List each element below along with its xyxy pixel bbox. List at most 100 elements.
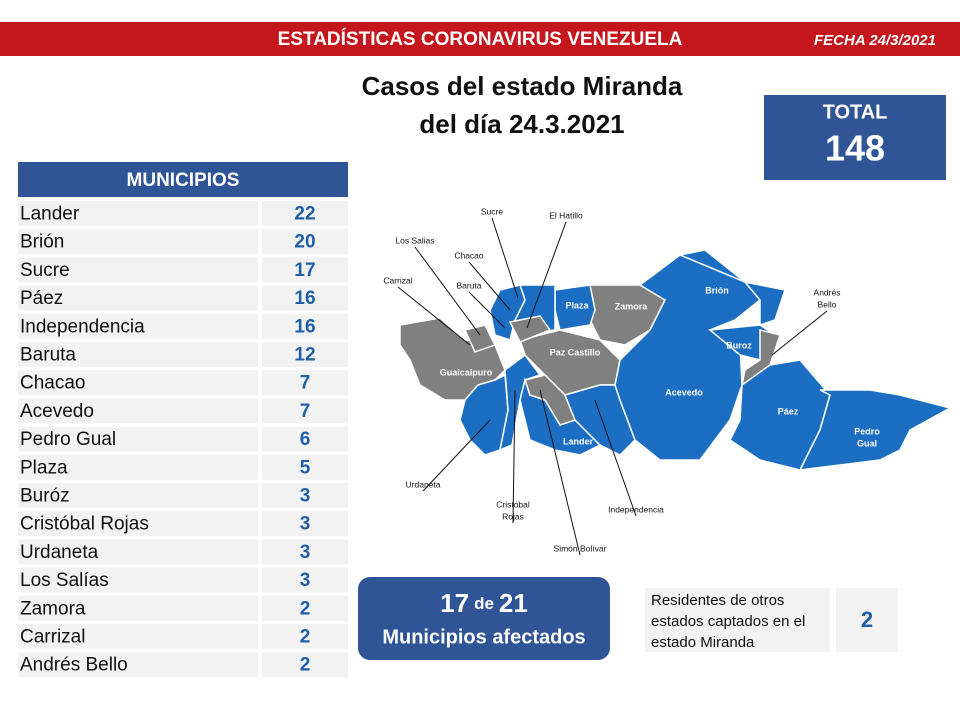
region (459, 373, 509, 456)
region (508, 315, 552, 343)
map-label: Gual (857, 438, 877, 448)
cases: 6 (300, 429, 311, 450)
leader-line (594, 399, 637, 517)
row-bg (262, 285, 348, 311)
cases: 5 (300, 457, 311, 478)
row-bg (18, 511, 258, 537)
map-label: Andrés (814, 287, 841, 297)
municipality: Andrés Bello (20, 655, 128, 676)
residents-text: estados captados en el (651, 613, 805, 630)
total-box (764, 95, 946, 180)
region (677, 249, 786, 327)
map-label: Baruta (456, 280, 481, 290)
table-header: MUNICIPIOS (127, 170, 240, 191)
row-bg (262, 313, 348, 339)
cases: 3 (300, 514, 311, 535)
map-label: Páez (778, 406, 799, 416)
map-label: Acevedo (665, 387, 703, 397)
cases: 16 (294, 316, 315, 337)
row-bg (18, 454, 258, 480)
summary-count: 17 de 21 (440, 588, 528, 618)
row-bg (18, 342, 258, 367)
affected: 17 (440, 588, 469, 618)
leader-line (468, 261, 511, 311)
leader-line (539, 389, 581, 556)
municipality: Brión (20, 232, 64, 253)
region (524, 374, 576, 426)
header-date: FECHA 24/3/2021 (814, 32, 936, 49)
region (798, 389, 953, 471)
header-bar (0, 22, 960, 56)
map-label: Zamora (615, 301, 649, 311)
leader-line (397, 286, 471, 346)
map-labels: Plaza Zamora Brión Buroz Guaicaipuro Paz Cast… (383, 206, 880, 556)
row-bg (18, 398, 258, 424)
row-bg (262, 342, 348, 367)
row-bg (18, 370, 258, 396)
municipality: Chacao (20, 373, 86, 394)
row-bg (18, 539, 258, 565)
cases: 2 (300, 655, 311, 676)
row-bg (262, 426, 348, 452)
cases: 3 (300, 570, 311, 591)
residents-text: Residentes de otros (651, 592, 784, 609)
map-label: Urdaneta (406, 479, 441, 489)
residents-value: 2 (861, 607, 873, 632)
map-label: Independencia (608, 504, 664, 514)
row-bg (262, 454, 348, 480)
cases: 3 (300, 486, 311, 507)
row-bg (262, 652, 348, 678)
total-label: TOTAL (823, 101, 888, 123)
row-bg (18, 595, 258, 621)
cases: 22 (294, 204, 315, 225)
row-bg (262, 229, 348, 255)
header-title: ESTADÍSTICAS CORONAVIRUS VENEZUELA (278, 28, 683, 50)
leader-line (512, 389, 516, 524)
leader-line (526, 221, 567, 329)
map-label: El Hatillo (549, 210, 583, 220)
map-label: Bello (818, 299, 837, 309)
row-bg (18, 285, 258, 311)
map-label: Pedro (854, 426, 880, 436)
municipality: Páez (20, 288, 63, 309)
municipality: Cristóbal Rojas (20, 514, 149, 535)
map-label: Rojas (502, 511, 524, 521)
row-bg (262, 257, 348, 283)
row-bg (262, 398, 348, 424)
map-label: Carrizal (383, 275, 412, 285)
map-label: Paz Castillo (550, 347, 601, 357)
map-label: Buroz (726, 340, 752, 350)
municipality: Plaza (20, 457, 68, 478)
row-bg (18, 426, 258, 452)
map-label: Brión (705, 285, 729, 295)
row-bg (262, 567, 348, 593)
row-bg (18, 624, 258, 649)
leader-line (468, 291, 506, 329)
leader-line (771, 310, 828, 356)
row-bg (18, 567, 258, 593)
cases: 12 (294, 345, 315, 366)
leader-line (422, 419, 491, 492)
row-bg (18, 313, 258, 339)
cases: 7 (300, 401, 311, 422)
row-bg (18, 257, 258, 283)
municipality: Urdaneta (20, 542, 99, 563)
municipality: Sucre (20, 260, 70, 281)
map-label: Lander (563, 436, 594, 446)
municipality: Pedro Gual (20, 429, 116, 450)
municipality: Los Salías (20, 570, 109, 591)
residents-box (645, 588, 830, 652)
municipality: Lander (20, 204, 80, 225)
cases: 20 (294, 232, 315, 253)
municipality: Acevedo (20, 401, 94, 422)
leader-line (414, 246, 481, 336)
map-label: Cristóbal (496, 499, 530, 509)
summary-box (358, 577, 610, 660)
residents-value-box (836, 588, 898, 652)
row-bg (18, 229, 258, 255)
map-label: Chacao (454, 250, 484, 260)
table-header-bg (18, 162, 348, 197)
summary-caption: Municipios afectados (382, 626, 585, 648)
